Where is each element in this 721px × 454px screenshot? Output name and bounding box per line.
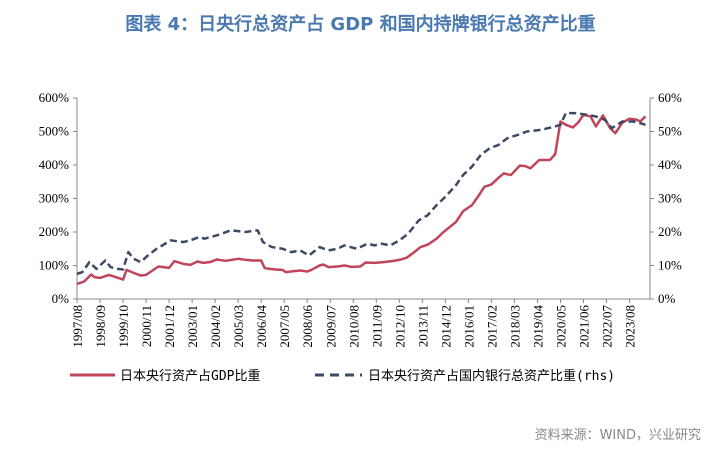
right-tick-label: 60% (658, 90, 682, 105)
bank-assets-ratio-series-line (76, 111, 646, 276)
x-tick-label: 2021/06 (577, 305, 592, 348)
chart-title: 图表 4：日央行总资产占 GDP 和国内持牌银行总资产比重 (125, 14, 596, 35)
right-tick-label: 40% (658, 157, 682, 172)
x-tick-label: 1997/08 (70, 305, 85, 348)
right-tick-label: 50% (658, 124, 682, 139)
x-tick-label: 2006/04 (254, 305, 269, 348)
left-tick-label: 0% (52, 291, 70, 306)
x-tick-label: 2004/02 (208, 305, 223, 348)
x-tick-label: 1999/10 (116, 305, 131, 348)
right-tick-label: 30% (658, 191, 682, 206)
left-tick-label: 400% (39, 157, 70, 172)
legend-label-gdp: 日本央行资产占GDP比重 (120, 368, 260, 384)
left-tick-label: 200% (39, 224, 70, 239)
right-tick-label: 0% (658, 291, 676, 306)
x-tick-label: 2001/12 (162, 305, 177, 348)
x-tick-label: 2000/11 (139, 305, 154, 347)
x-tick-label: 2014/12 (438, 305, 453, 348)
x-tick-label: 2009/07 (323, 305, 338, 348)
x-tick-label: 2023/08 (623, 305, 638, 348)
legend-label-bank-assets: 日本央行资产占国内银行总资产比重(rhs) (368, 368, 615, 384)
x-tick-label: 2022/07 (600, 305, 615, 348)
right-tick-label: 20% (658, 224, 682, 239)
x-tick-label: 1998/09 (93, 305, 108, 348)
x-tick-label: 2008/06 (300, 305, 315, 348)
x-tick-label: 2018/03 (507, 305, 522, 348)
x-tick-label: 2012/10 (392, 305, 407, 348)
x-tick-label: 2005/03 (231, 305, 246, 348)
left-tick-label: 300% (39, 191, 70, 206)
right-tick-label: 10% (658, 258, 682, 273)
gdp-ratio-series-line (76, 113, 647, 286)
x-tick-label: 2016/01 (461, 305, 476, 348)
x-tick-label: 2010/08 (346, 305, 361, 348)
source-note: 资料来源：WIND，兴业研究 (534, 428, 701, 443)
x-tick-label: 2019/04 (530, 305, 545, 348)
left-tick-label: 600% (39, 90, 70, 105)
x-tick-label: 2017/02 (484, 305, 499, 348)
x-tick-label: 2020/05 (553, 305, 568, 348)
x-tick-label: 2011/09 (369, 305, 384, 347)
x-tick-label: 2013/11 (415, 305, 430, 347)
left-tick-label: 500% (39, 124, 70, 139)
x-tick-label: 2003/01 (185, 305, 200, 348)
left-tick-label: 100% (39, 258, 70, 273)
x-tick-label: 2007/05 (277, 305, 292, 348)
